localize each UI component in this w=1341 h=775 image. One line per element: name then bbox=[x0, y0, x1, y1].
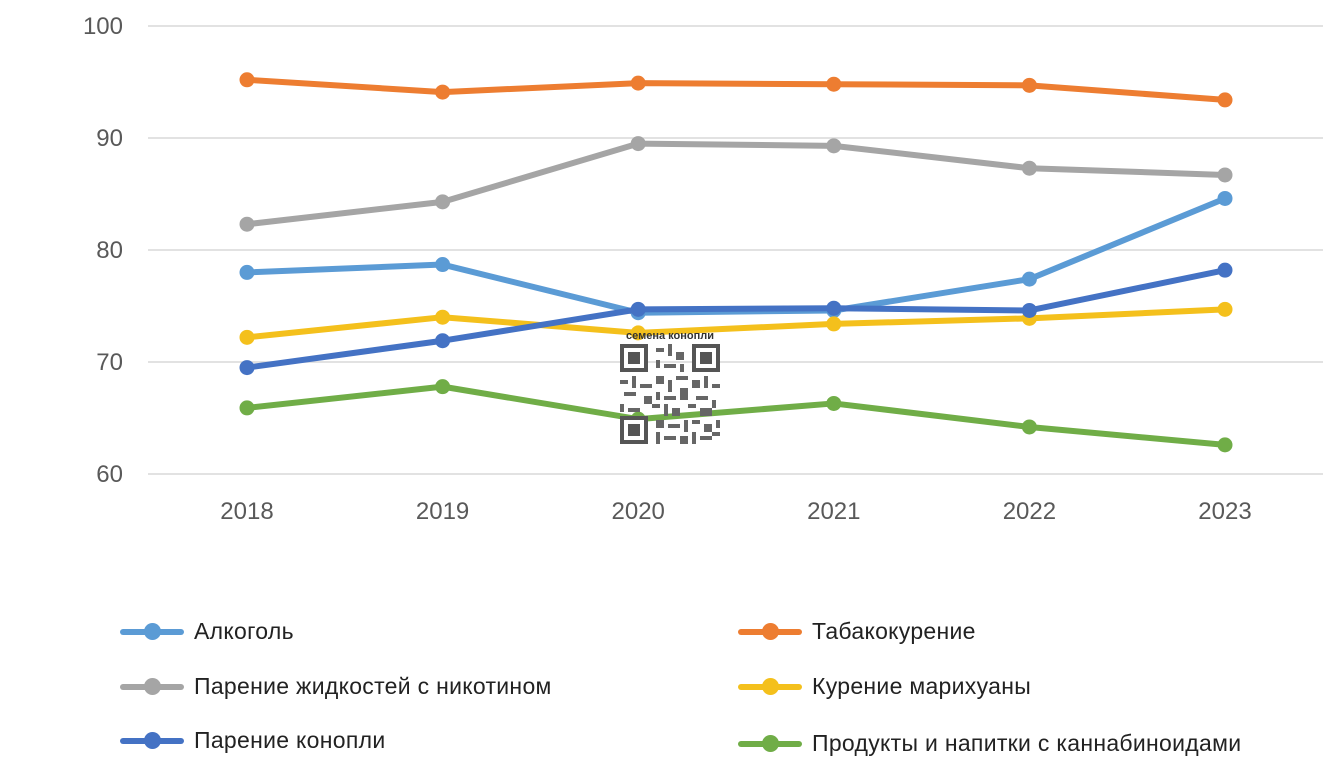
data-point bbox=[826, 316, 842, 332]
data-point bbox=[435, 84, 451, 100]
data-point bbox=[1217, 167, 1233, 183]
legend-swatch bbox=[120, 622, 184, 642]
x-tick-label: 2023 bbox=[1198, 498, 1251, 525]
legend-label: Табакокурение bbox=[812, 618, 976, 644]
legend-swatch bbox=[738, 734, 802, 754]
data-point bbox=[1217, 262, 1233, 278]
data-point bbox=[239, 360, 255, 376]
y-tick-label: 70 bbox=[96, 349, 123, 376]
data-point bbox=[239, 264, 255, 280]
data-point bbox=[435, 333, 451, 349]
data-point bbox=[239, 216, 255, 232]
data-point bbox=[239, 72, 255, 88]
data-point bbox=[239, 329, 255, 345]
data-point bbox=[826, 76, 842, 92]
data-point bbox=[435, 309, 451, 325]
data-point bbox=[435, 379, 451, 395]
series-2 bbox=[239, 136, 1233, 232]
data-point bbox=[435, 257, 451, 273]
series-line bbox=[244, 76, 1228, 103]
y-tick-label: 80 bbox=[96, 237, 123, 264]
legend-label: Алкоголь bbox=[194, 618, 294, 644]
data-point bbox=[1021, 271, 1037, 287]
data-point bbox=[1021, 419, 1037, 435]
legend-label: Продукты и напитки с каннабиноидами bbox=[812, 730, 1242, 756]
legend-swatch bbox=[738, 622, 802, 642]
data-point bbox=[1217, 92, 1233, 108]
series-line bbox=[244, 195, 1228, 316]
watermark-text: семена конопли bbox=[626, 330, 714, 342]
legend-item-nicotine-vaping: Парение жидкостей с никотином bbox=[120, 673, 552, 700]
data-point bbox=[435, 194, 451, 210]
data-point bbox=[1217, 301, 1233, 317]
series-5 bbox=[239, 379, 1233, 453]
legend-swatch bbox=[120, 731, 184, 751]
legend-item-alcohol: Алкоголь bbox=[120, 618, 294, 645]
data-point bbox=[826, 138, 842, 154]
line-chart: 60 70 80 90 100 2018 2019 2020 2021 2022 2023 bbox=[83, 13, 1323, 525]
y-tick-label: 90 bbox=[96, 125, 123, 152]
series-lines bbox=[239, 72, 1233, 453]
series-1 bbox=[239, 72, 1233, 108]
data-point bbox=[239, 400, 255, 416]
data-point bbox=[630, 301, 646, 317]
data-point bbox=[826, 300, 842, 316]
y-axis-ticks: 60 70 80 90 100 bbox=[83, 13, 123, 488]
legend-item-edibles: Продукты и напитки с каннабиноидами bbox=[738, 730, 1241, 757]
gridlines bbox=[148, 25, 1323, 475]
qr-code-icon bbox=[620, 344, 720, 444]
watermark: семена конопли bbox=[620, 330, 720, 446]
data-point bbox=[1217, 437, 1233, 453]
x-tick-label: 2022 bbox=[1003, 498, 1056, 525]
series-line bbox=[244, 267, 1228, 371]
x-tick-label: 2019 bbox=[416, 498, 469, 525]
series-line bbox=[244, 383, 1228, 448]
legend-item-marijuana: Курение марихуаны bbox=[738, 673, 1031, 700]
legend-item-cannabis-vaping: Парение конопли bbox=[120, 727, 385, 754]
data-point bbox=[1021, 160, 1037, 176]
x-tick-label: 2020 bbox=[612, 498, 665, 525]
data-point bbox=[1021, 302, 1037, 318]
legend-swatch bbox=[738, 677, 802, 697]
x-tick-label: 2018 bbox=[220, 498, 273, 525]
data-point bbox=[630, 136, 646, 152]
legend: Алкоголь Табакокурение Парение жидкостей… bbox=[0, 600, 1341, 775]
legend-label: Парение конопли bbox=[194, 727, 386, 753]
legend-label: Парение жидкостей с никотином bbox=[194, 673, 552, 699]
data-point bbox=[630, 325, 646, 341]
series-4 bbox=[239, 262, 1233, 376]
data-point bbox=[630, 75, 646, 91]
data-point bbox=[1217, 190, 1233, 206]
data-point bbox=[826, 395, 842, 411]
y-tick-label: 60 bbox=[96, 461, 123, 488]
legend-item-tobacco: Табакокурение bbox=[738, 618, 976, 645]
series-line bbox=[244, 306, 1228, 341]
series-line bbox=[244, 140, 1228, 228]
x-tick-label: 2021 bbox=[807, 498, 860, 525]
data-point bbox=[1021, 77, 1037, 93]
legend-label: Курение марихуаны bbox=[812, 673, 1032, 699]
y-tick-label: 100 bbox=[83, 13, 123, 40]
x-axis-ticks: 2018 2019 2020 2021 2022 2023 bbox=[220, 498, 1251, 525]
legend-swatch bbox=[120, 677, 184, 697]
